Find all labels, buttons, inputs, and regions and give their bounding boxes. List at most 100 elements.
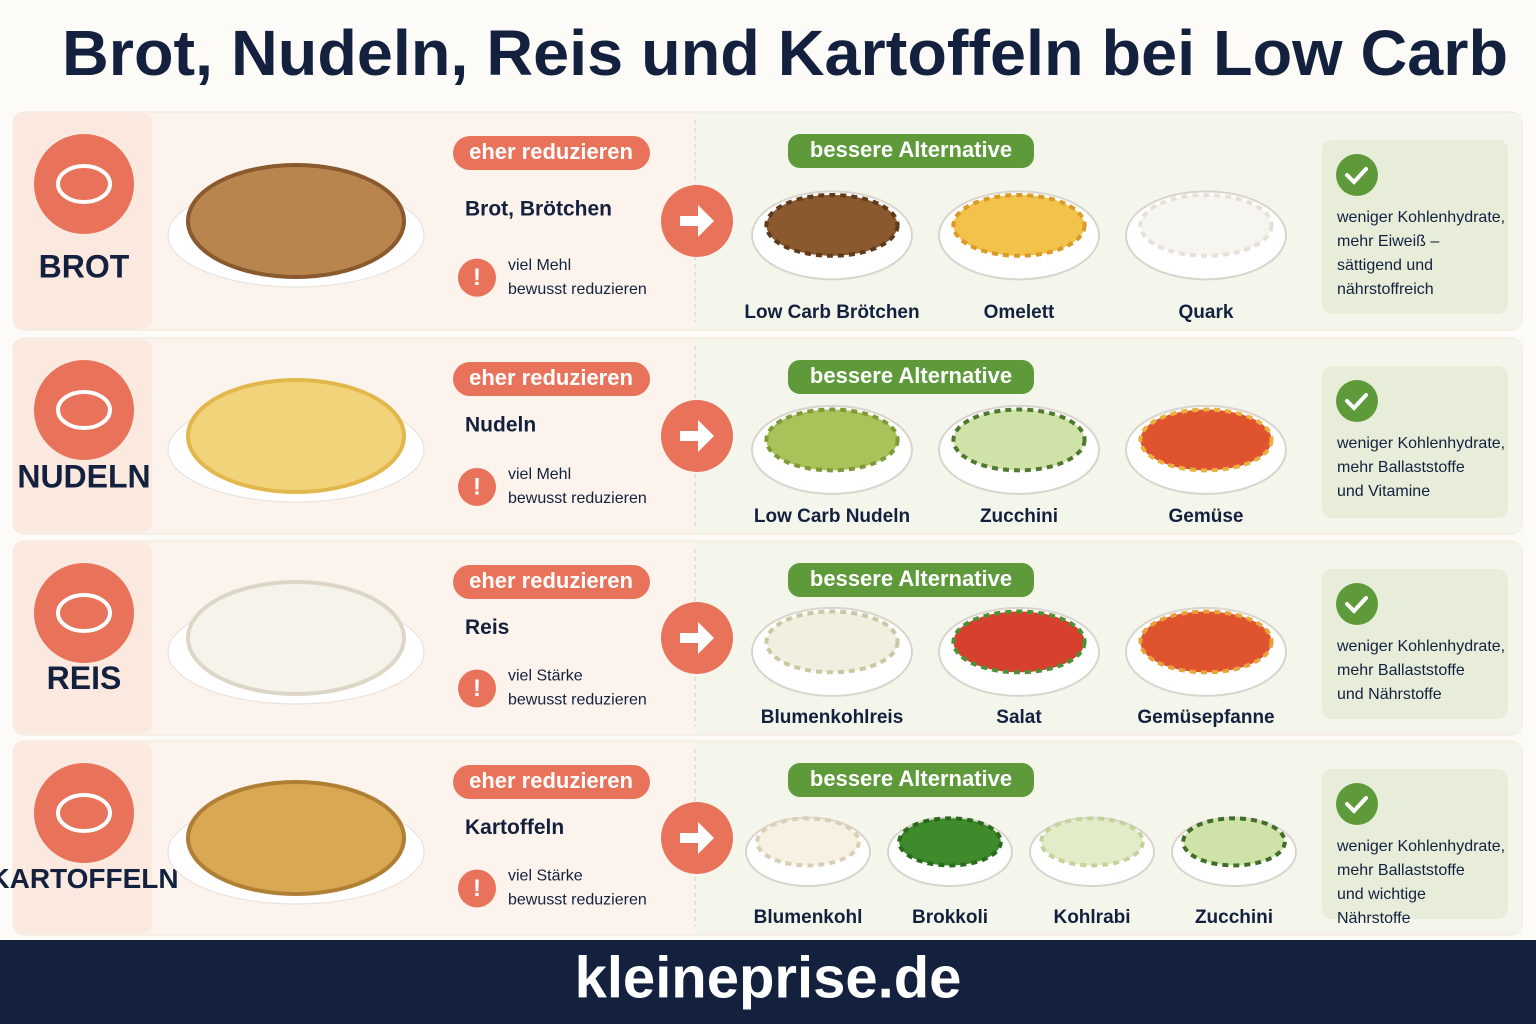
category-icon xyxy=(34,134,134,234)
alt-food xyxy=(951,407,1087,473)
warning-text: bewusst reduzieren xyxy=(508,281,647,298)
alt-name: Low Carb Brötchen xyxy=(744,302,919,323)
benefit-text: mehr Ballaststoffe xyxy=(1337,862,1465,879)
alt-food xyxy=(1138,407,1274,473)
alt-food xyxy=(951,609,1087,675)
arrow xyxy=(680,822,714,854)
row: REIS eher reduzieren Reis! viel Stärke bewus… xyxy=(12,540,1523,736)
warning-text: viel Mehl xyxy=(508,257,571,274)
alt-label: bessere Alternative xyxy=(810,766,1012,791)
warning-text: bewusst reduzieren xyxy=(508,892,647,909)
item-name: Kartoffeln xyxy=(465,816,564,839)
warning-icon xyxy=(458,669,496,708)
alt-name: Blumenkohl xyxy=(754,907,863,928)
footer-text: kleineprise.de xyxy=(575,945,962,1010)
alt-food xyxy=(764,609,900,675)
alt-name: Salat xyxy=(996,707,1042,728)
warning-text: viel Mehl xyxy=(508,466,571,483)
reduce-label: eher reduzieren xyxy=(469,139,633,164)
warning-icon xyxy=(458,869,496,908)
category-icon xyxy=(34,563,134,663)
benefit-text: weniger Kohlenhydrate, xyxy=(1336,838,1505,855)
benefit-text: und Vitamine xyxy=(1337,483,1430,500)
check-icon xyxy=(1336,154,1378,196)
category-icon-glyph xyxy=(56,593,112,633)
alt-name: Gemüsepfanne xyxy=(1137,707,1274,728)
check-icon xyxy=(1336,380,1378,422)
reduce-label: eher reduzieren xyxy=(469,568,633,593)
category-label: REIS xyxy=(47,660,122,696)
category-label: BROT xyxy=(39,248,130,284)
alt-food xyxy=(1138,609,1274,675)
alt-food xyxy=(951,192,1087,258)
title: Brot, Nudeln, Reis und Kartoffeln bei Lo… xyxy=(62,17,1508,89)
item-name: Brot, Brötchen xyxy=(465,198,612,221)
alt-name: Brokkoli xyxy=(912,907,988,928)
row: NUDELN eher reduzieren Nudeln! viel Mehl bew… xyxy=(12,337,1523,535)
category-icon-glyph xyxy=(56,390,112,430)
alt-food xyxy=(1039,816,1145,868)
alt-label: bessere Alternative xyxy=(810,566,1012,591)
check-glyph xyxy=(1345,393,1368,411)
check-icon xyxy=(1336,583,1378,625)
arrow xyxy=(680,420,714,452)
check-glyph xyxy=(1345,596,1368,614)
category-icon-glyph xyxy=(56,164,112,204)
food-image xyxy=(186,163,406,279)
benefit-text: Nährstoffe xyxy=(1337,910,1411,927)
alt-food xyxy=(755,816,861,868)
alt-pill xyxy=(788,360,1034,394)
alt-name: Zucchini xyxy=(1195,907,1273,928)
alt-name: Blumenkohlreis xyxy=(761,707,904,728)
category-icon xyxy=(34,763,134,863)
warning-text: bewusst reduzieren xyxy=(508,692,647,709)
check-glyph xyxy=(1345,796,1368,814)
alt-name: Gemüse xyxy=(1169,506,1244,527)
warning-glyph: ! xyxy=(473,875,481,902)
benefit-text: nährstoffreich xyxy=(1337,281,1434,298)
category-label: NUDELN xyxy=(17,459,150,495)
benefit-text: und Nährstoffe xyxy=(1337,686,1442,703)
benefit-text: und wichtige xyxy=(1337,886,1426,903)
benefit-text: mehr Eiweiß – xyxy=(1337,233,1439,250)
reduce-pill xyxy=(453,362,650,396)
benefit-text: weniger Kohlenhydrate, xyxy=(1336,209,1505,226)
alt-label: bessere Alternative xyxy=(810,363,1012,388)
warning-glyph: ! xyxy=(473,264,481,291)
arrow xyxy=(680,205,714,237)
warning-text: bewusst reduzieren xyxy=(508,490,647,507)
alt-name: Kohlrabi xyxy=(1053,907,1130,928)
alt-name: Low Carb Nudeln xyxy=(754,506,910,527)
alt-name: Omelett xyxy=(984,302,1055,323)
rows: BROT eher reduzieren Brot, Brötchen! viel M… xyxy=(0,111,1523,936)
alt-food xyxy=(764,192,900,258)
alt-pill xyxy=(788,763,1034,797)
food-image xyxy=(186,580,406,696)
alt-pill xyxy=(788,563,1034,597)
alt-pill xyxy=(788,134,1034,168)
warning-glyph: ! xyxy=(473,675,481,702)
reduce-pill xyxy=(453,765,650,799)
check-icon xyxy=(1336,783,1378,825)
warning-glyph: ! xyxy=(473,473,481,500)
alt-food xyxy=(764,407,900,473)
alt-food xyxy=(897,816,1003,868)
reduce-pill xyxy=(453,565,650,599)
benefit-text: sättigend und xyxy=(1337,257,1433,274)
warning-text: viel Stärke xyxy=(508,668,583,685)
arrow xyxy=(680,622,714,654)
row: KARTOFFELN eher reduzieren Kartoffeln! viel… xyxy=(0,740,1523,936)
benefit-text: mehr Ballaststoffe xyxy=(1337,459,1465,476)
benefit-text: weniger Kohlenhydrate, xyxy=(1336,638,1505,655)
alt-name: Zucchini xyxy=(980,506,1058,527)
item-name: Nudeln xyxy=(465,414,536,437)
alt-label: bessere Alternative xyxy=(810,137,1012,162)
item-name: Reis xyxy=(465,616,509,639)
reduce-label: eher reduzieren xyxy=(469,768,633,793)
category-icon xyxy=(34,360,134,460)
check-glyph xyxy=(1345,167,1368,185)
food-image xyxy=(186,780,406,896)
food-image xyxy=(186,378,406,494)
reduce-label: eher reduzieren xyxy=(469,365,633,390)
